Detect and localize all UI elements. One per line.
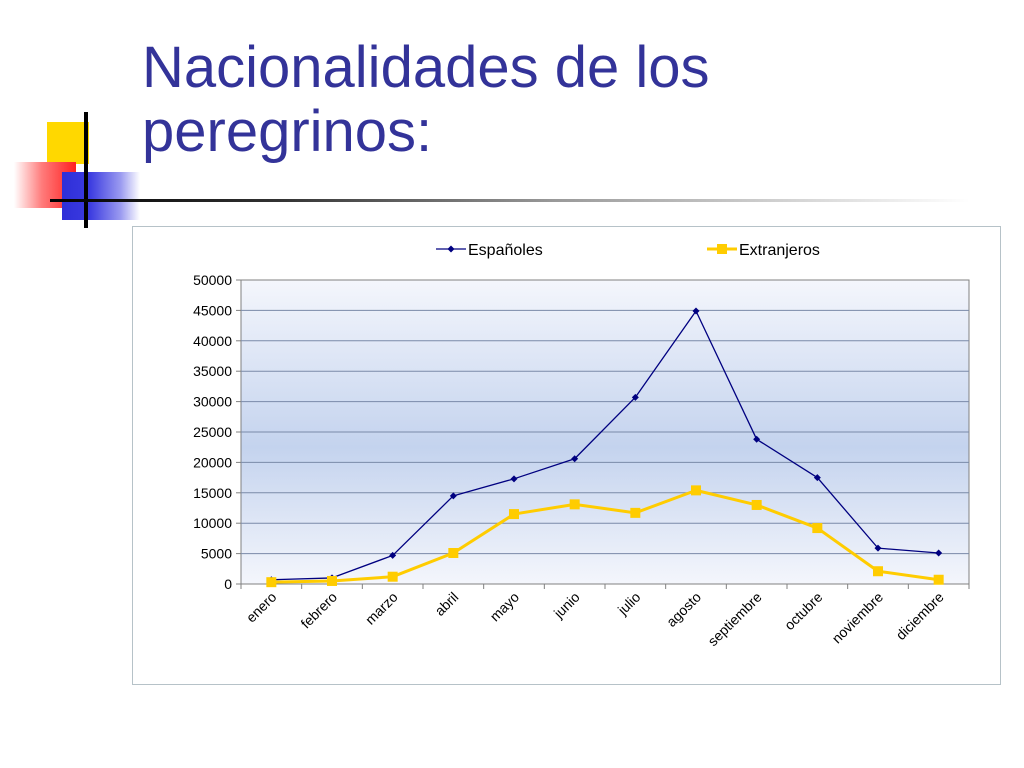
data-point [389, 551, 397, 559]
data-point [327, 575, 337, 586]
data-point [873, 566, 883, 577]
x-tick-label: abril [431, 589, 461, 619]
y-tick-label: 15000 [193, 485, 232, 501]
data-point [692, 307, 700, 315]
data-point [509, 509, 519, 520]
page-title: Nacionalidades de los peregrinos: [142, 35, 710, 164]
legend-label: Españoles [468, 242, 543, 259]
y-tick-label: 25000 [193, 424, 232, 440]
data-point [630, 507, 641, 518]
series-layer [266, 307, 944, 588]
x-tick-label: marzo [362, 589, 401, 628]
x-tick-label: octubre [781, 589, 825, 633]
data-point [935, 549, 943, 557]
x-axis: enero febrero marzo abril mayo junio julio agos… [240, 584, 970, 649]
series-line [271, 310, 939, 581]
x-tick-label: diciembre [893, 589, 947, 643]
series-line [271, 488, 939, 584]
legend-marker [717, 244, 727, 254]
x-tick-label: enero [243, 589, 280, 626]
y-tick-label: 30000 [193, 394, 232, 410]
data-point [691, 485, 701, 496]
gridlines [241, 309, 969, 555]
x-tick-label: noviembre [829, 589, 887, 647]
series-2 [266, 485, 944, 588]
data-point [874, 544, 882, 552]
data-point [813, 474, 821, 482]
data-point [266, 577, 277, 588]
data-point [387, 571, 398, 582]
y-tick-label: 40000 [193, 333, 232, 349]
y-tick-label: 10000 [193, 515, 232, 531]
y-tick-label: 0 [224, 576, 232, 592]
x-tick-label: febrero [297, 589, 340, 632]
legend-item: Españoles [436, 242, 543, 259]
x-tick-label: mayo [487, 589, 523, 625]
decor-yellow-square [47, 122, 89, 164]
y-tick-label: 45000 [193, 302, 232, 318]
y-tick-label: 50000 [193, 272, 232, 288]
x-tick-label: julio [614, 589, 644, 619]
chart-frame: Españoles Extranjeros 0 5000 10000 15000 2000… [132, 226, 1001, 685]
y-axis: 0 5000 10000 15000 20000 25000 30000 35000 40000… [193, 272, 241, 592]
title-underline [50, 199, 970, 202]
legend-label: Extranjeros [739, 242, 820, 259]
data-point [631, 393, 639, 401]
data-point [751, 499, 762, 510]
x-tick-label: septiembre [704, 589, 764, 649]
data-point [933, 574, 944, 585]
x-tick-label: junio [550, 589, 583, 622]
data-point [812, 523, 823, 534]
x-tick-label: agosto [663, 589, 704, 630]
y-tick-label: 35000 [193, 363, 232, 379]
y-tick-label: 5000 [201, 546, 232, 562]
data-point [569, 499, 580, 510]
data-point [510, 475, 518, 483]
legend-marker [447, 245, 455, 253]
data-point [449, 492, 457, 500]
chart-legend: Españoles Extranjeros [436, 242, 820, 259]
y-tick-label: 20000 [193, 454, 232, 470]
data-point [448, 547, 459, 558]
decor-vertical-line [84, 112, 88, 228]
line-chart: Españoles Extranjeros 0 5000 10000 15000 2000… [193, 242, 970, 649]
data-point [753, 435, 761, 443]
decor-blue-square [62, 172, 140, 220]
legend-item: Extranjeros [707, 242, 820, 259]
data-point [571, 455, 579, 463]
